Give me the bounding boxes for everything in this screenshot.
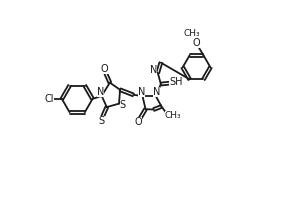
- Text: O: O: [135, 117, 142, 127]
- Text: S: S: [99, 116, 105, 126]
- Text: O: O: [101, 64, 108, 74]
- Text: O: O: [192, 39, 200, 49]
- Text: CH₃: CH₃: [184, 29, 201, 38]
- Text: N: N: [97, 87, 104, 97]
- Text: N: N: [153, 87, 160, 97]
- Text: CH₃: CH₃: [165, 111, 181, 120]
- Text: Cl: Cl: [44, 94, 54, 104]
- Text: S: S: [120, 100, 126, 110]
- Text: SH: SH: [169, 77, 183, 88]
- Text: N: N: [138, 87, 145, 97]
- Text: N: N: [150, 65, 157, 75]
